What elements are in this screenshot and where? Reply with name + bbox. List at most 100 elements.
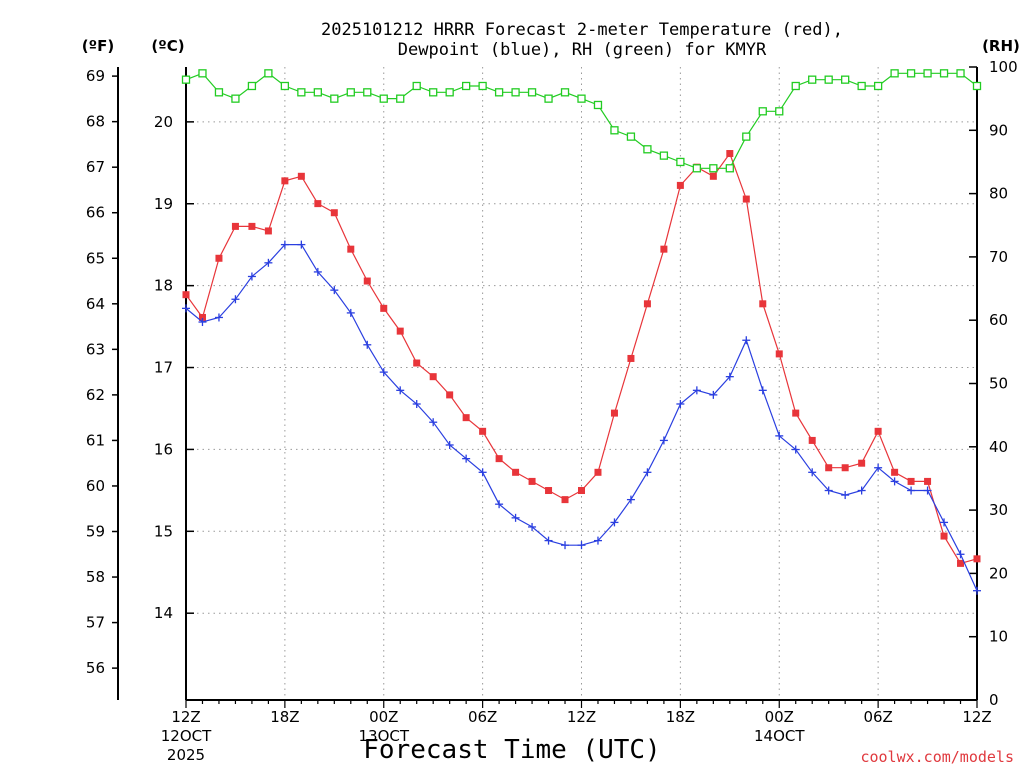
dewpoint-data-point	[231, 295, 240, 304]
rh-data-point	[330, 94, 339, 103]
rh-tick-label: 20	[989, 564, 1008, 582]
temperature-data-point	[775, 350, 783, 358]
temperature-data-point	[726, 150, 734, 158]
data-series	[181, 69, 982, 595]
x-tick-label: 12Z	[567, 708, 596, 726]
dewpoint-data-point	[264, 258, 273, 267]
celsius-tick-label: 16	[154, 440, 173, 458]
dewpoint-data-point	[709, 390, 718, 399]
rh-data-point	[857, 81, 866, 91]
dewpoint-data-point	[676, 399, 685, 408]
fahrenheit-tick-label: 63	[86, 340, 105, 358]
rh-tick-label: 100	[989, 58, 1018, 76]
rh-tick-label: 90	[989, 121, 1008, 139]
x-tick-label: 18Z	[270, 708, 299, 726]
dewpoint-data-point	[478, 468, 487, 477]
dewpoint-data-point	[643, 468, 652, 477]
celsius-tick-label: 15	[154, 522, 173, 540]
dewpoint-data-point	[511, 513, 520, 522]
dewpoint-data-point	[973, 586, 981, 595]
rh-data-point	[626, 132, 636, 141]
celsius-tick-label: 17	[154, 359, 173, 377]
dewpoint-data-point	[313, 267, 322, 276]
x-tick-label: 06Z	[468, 708, 497, 726]
temperature-data-point	[198, 313, 206, 321]
temperature-data-point	[561, 496, 569, 504]
temperature-data-point	[874, 427, 882, 435]
rh-data-point	[676, 157, 685, 167]
rh-data-point	[841, 75, 850, 84]
temperature-data-point	[380, 304, 388, 312]
rh-data-point	[379, 94, 388, 103]
rh-unit-label: (RH)	[982, 37, 1020, 55]
temperature-data-point	[660, 245, 668, 253]
dewpoint-data-point	[363, 340, 372, 349]
temperature-data-point	[545, 487, 553, 495]
dewpoint-data-point	[742, 336, 751, 345]
temperature-data-point	[330, 209, 338, 217]
dewpoint-data-point	[593, 536, 602, 545]
dewpoint-data-point	[775, 431, 784, 440]
temperature-data-point	[759, 300, 767, 308]
temperature-data-point	[462, 414, 470, 422]
fahrenheit-tick-label: 58	[86, 568, 105, 586]
dewpoint-data-point	[577, 541, 586, 550]
dewpoint-data-point	[495, 500, 504, 509]
temperature-data-point	[940, 532, 948, 540]
x-axis-title: Forecast Time (UTC)	[363, 735, 660, 765]
rh-data-point	[577, 94, 586, 103]
fahrenheit-tick-label: 68	[86, 113, 105, 131]
rh-tick-label: 50	[989, 375, 1008, 393]
rh-data-point	[198, 69, 207, 78]
temperature-data-point	[627, 354, 635, 362]
dewpoint-data-point	[841, 491, 850, 500]
rh-data-point	[775, 107, 784, 116]
rh-data-point	[890, 69, 899, 78]
rh-data-point	[527, 88, 537, 97]
x-tick-label: 06Z	[863, 708, 892, 726]
temperature-data-point	[858, 459, 866, 467]
dewpoint-data-point	[396, 386, 405, 395]
fahrenheit-tick-label: 65	[86, 249, 105, 267]
rh-data-point	[758, 107, 767, 116]
rh-data-point	[725, 164, 734, 173]
rh-data-point	[363, 88, 372, 97]
dewpoint-data-point	[297, 240, 306, 249]
temperature-data-point	[231, 222, 239, 230]
rh-data-point	[247, 81, 257, 91]
temperature-data-point	[610, 409, 618, 417]
dewpoint-data-point	[280, 240, 289, 249]
rh-data-point	[461, 81, 471, 91]
temperature-data-point	[495, 455, 503, 463]
dewpoint-data-point	[940, 518, 949, 527]
temperature-data-point	[347, 245, 355, 253]
dewpoint-data-point	[808, 468, 817, 477]
rh-data-point	[692, 164, 702, 173]
x-tick-date-label: 14OCT	[754, 727, 805, 745]
temperature-data-point	[528, 477, 536, 485]
x-tick-label: 12Z	[962, 708, 991, 726]
dewpoint-data-point	[923, 486, 932, 495]
rh-data-point	[214, 88, 224, 97]
rh-tick-label: 30	[989, 501, 1008, 519]
rh-data-point	[610, 126, 619, 135]
rh-data-point	[709, 164, 718, 173]
temperature-data-point	[578, 487, 585, 495]
credit-link[interactable]: coolwx.com/models	[860, 748, 1014, 766]
rh-data-point	[956, 69, 965, 78]
rh-data-point	[231, 94, 240, 103]
rh-data-point	[494, 88, 504, 97]
rh-data-point	[791, 81, 800, 91]
fahrenheit-tick-label: 56	[86, 659, 105, 677]
rh-data-point	[824, 75, 833, 84]
axes: 56 57 58 59 60 61 62 63 64 65 66 67 68 69 14 15 16 17 18 19…	[86, 58, 1018, 764]
fahrenheit-tick-label: 62	[86, 386, 105, 404]
dewpoint-data-point	[544, 536, 553, 545]
dewpoint-data-point	[890, 477, 899, 486]
temperature-data-point	[363, 277, 371, 285]
fahrenheit-tick-label: 60	[86, 477, 105, 495]
dewpoint-data-point	[445, 440, 454, 449]
fahrenheit-tick-label: 64	[86, 295, 105, 313]
dewpoint-series-line	[185, 244, 978, 591]
temperature-data-point	[429, 373, 437, 381]
